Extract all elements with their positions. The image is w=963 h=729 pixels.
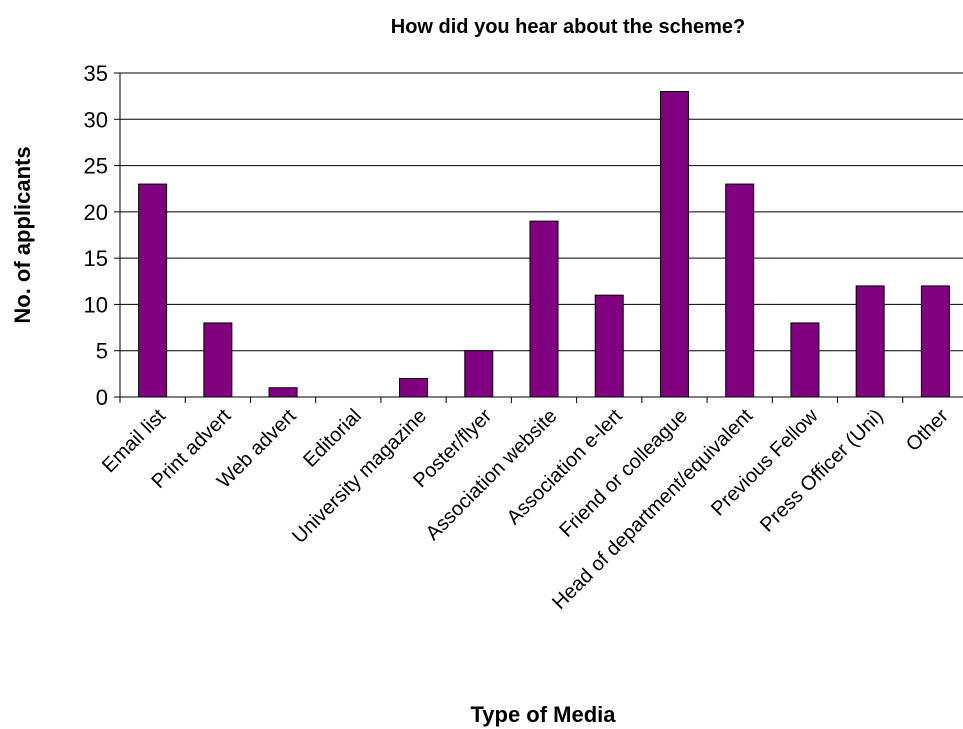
x-tick-label: Editorial bbox=[299, 405, 366, 472]
bar bbox=[594, 294, 624, 398]
y-tick-label: 15 bbox=[84, 246, 108, 271]
bar bbox=[399, 377, 429, 398]
x-axis-label: Type of Media bbox=[470, 702, 616, 727]
bar bbox=[138, 183, 168, 398]
y-tick-label: 5 bbox=[96, 339, 108, 364]
y-tick-labels: 0 5 10 15 20 25 30 35 bbox=[84, 61, 108, 410]
bar bbox=[529, 220, 559, 398]
x-tick-label: Other bbox=[902, 405, 953, 456]
bar bbox=[790, 322, 820, 398]
x-tick-label: Press Officer (Uni) bbox=[756, 405, 888, 537]
y-tick-label: 0 bbox=[96, 385, 108, 410]
y-tick-label: 10 bbox=[84, 292, 108, 317]
bar bbox=[920, 285, 950, 398]
y-tick-label: 30 bbox=[84, 107, 108, 132]
bar bbox=[464, 350, 494, 398]
x-tick-label: Friend or colleague bbox=[555, 405, 692, 542]
bar bbox=[855, 285, 885, 398]
x-tick-label: Association e-lert bbox=[503, 405, 627, 529]
y-tick-label: 20 bbox=[84, 200, 108, 225]
bars bbox=[138, 91, 950, 398]
bar bbox=[659, 91, 689, 398]
bar bbox=[203, 322, 233, 398]
y-axis-label: No. of applicants bbox=[10, 146, 35, 323]
bar bbox=[725, 183, 755, 398]
chart-title: How did you hear about the scheme? bbox=[391, 16, 746, 38]
axes bbox=[114, 72, 963, 403]
y-tick-label: 25 bbox=[84, 154, 108, 179]
bar bbox=[268, 387, 298, 398]
y-tick-label: 35 bbox=[84, 61, 108, 86]
